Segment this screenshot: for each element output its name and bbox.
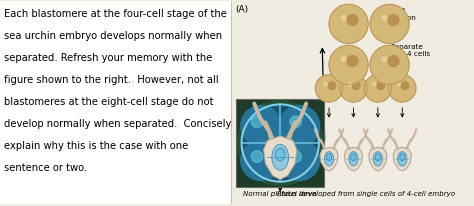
Polygon shape bbox=[344, 147, 363, 171]
Circle shape bbox=[347, 56, 358, 67]
Text: separated. Refresh your memory with the: separated. Refresh your memory with the bbox=[4, 53, 212, 63]
Text: (B): (B) bbox=[337, 5, 350, 14]
Circle shape bbox=[383, 17, 387, 21]
Polygon shape bbox=[393, 147, 411, 171]
Circle shape bbox=[341, 17, 346, 21]
Circle shape bbox=[329, 46, 368, 85]
Circle shape bbox=[370, 5, 409, 44]
Ellipse shape bbox=[400, 154, 405, 161]
Text: sea urchin embryo develops normally when: sea urchin embryo develops normally when bbox=[4, 31, 222, 41]
Ellipse shape bbox=[398, 152, 407, 166]
Circle shape bbox=[388, 15, 399, 26]
Circle shape bbox=[364, 75, 392, 103]
Circle shape bbox=[315, 75, 343, 103]
Ellipse shape bbox=[325, 152, 334, 166]
Text: Remove
fertilization
envelope: Remove fertilization envelope bbox=[376, 7, 417, 28]
Circle shape bbox=[329, 5, 368, 44]
Circle shape bbox=[341, 57, 346, 62]
Polygon shape bbox=[264, 136, 297, 180]
Ellipse shape bbox=[327, 154, 332, 161]
Circle shape bbox=[324, 83, 327, 87]
Polygon shape bbox=[369, 147, 387, 171]
Circle shape bbox=[241, 106, 281, 146]
Text: Plutei developed from single cells of 4-cell embryo: Plutei developed from single cells of 4-… bbox=[277, 190, 455, 196]
Circle shape bbox=[377, 82, 384, 90]
Circle shape bbox=[348, 83, 352, 87]
Text: blastomeres at the eight-cell stage do not: blastomeres at the eight-cell stage do n… bbox=[4, 97, 213, 107]
Text: Separate
into 4 cells: Separate into 4 cells bbox=[391, 43, 429, 57]
Text: sentence or two.: sentence or two. bbox=[4, 162, 87, 172]
Text: Normal pluteus larva: Normal pluteus larva bbox=[244, 190, 317, 196]
Circle shape bbox=[290, 151, 301, 163]
Circle shape bbox=[373, 83, 376, 87]
Text: Each blastomere at the four-cell stage of the: Each blastomere at the four-cell stage o… bbox=[4, 9, 227, 19]
Circle shape bbox=[383, 57, 387, 62]
Circle shape bbox=[352, 82, 360, 90]
Ellipse shape bbox=[272, 145, 289, 170]
Circle shape bbox=[251, 151, 263, 163]
Circle shape bbox=[290, 116, 301, 128]
Circle shape bbox=[401, 82, 409, 90]
Bar bbox=[236, 99, 324, 187]
Bar bbox=[0, 2, 231, 204]
Circle shape bbox=[251, 116, 263, 128]
Text: (A): (A) bbox=[235, 5, 248, 14]
Circle shape bbox=[347, 15, 358, 26]
Circle shape bbox=[241, 141, 281, 181]
Circle shape bbox=[370, 46, 409, 85]
Circle shape bbox=[237, 101, 323, 186]
Circle shape bbox=[242, 105, 319, 182]
Text: explain why this is the case with one: explain why this is the case with one bbox=[4, 140, 188, 150]
Circle shape bbox=[280, 141, 319, 181]
Text: develop normally when separated.  Concisely: develop normally when separated. Concise… bbox=[4, 118, 231, 129]
Ellipse shape bbox=[349, 152, 358, 166]
Circle shape bbox=[397, 83, 401, 87]
Circle shape bbox=[388, 56, 399, 67]
Text: figure shown to the right.  However, not all: figure shown to the right. However, not … bbox=[4, 75, 219, 85]
Circle shape bbox=[389, 75, 416, 103]
Circle shape bbox=[340, 75, 367, 103]
Ellipse shape bbox=[375, 154, 381, 161]
Polygon shape bbox=[320, 147, 338, 171]
Ellipse shape bbox=[275, 148, 285, 161]
Ellipse shape bbox=[351, 154, 356, 161]
Ellipse shape bbox=[374, 152, 383, 166]
Circle shape bbox=[328, 82, 336, 90]
Circle shape bbox=[280, 106, 319, 146]
